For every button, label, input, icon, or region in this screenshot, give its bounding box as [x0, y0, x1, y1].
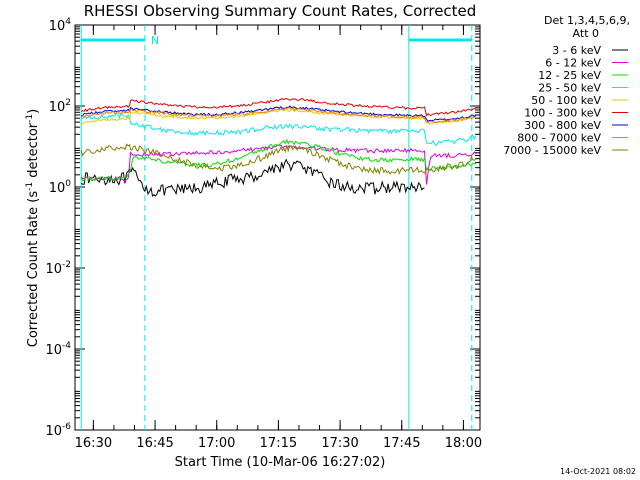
x-tick-label: 17:00 [198, 436, 235, 451]
legend-header-line: Att 0 [573, 27, 599, 40]
series-line [80, 107, 477, 124]
y-axis-title-exponent: -1 [25, 114, 35, 123]
footer-timestamp: 14-Oct-2021 08:02 [560, 467, 636, 476]
series-line [81, 112, 477, 147]
series-line [81, 105, 477, 122]
x-tick-label: 17:45 [383, 436, 420, 451]
x-axis-title: Start Time (10-Mar-06 16:27:02) [175, 455, 386, 470]
legend-label: 300 - 800 keV [524, 119, 601, 132]
x-tick-label: 17:30 [321, 436, 358, 451]
y-tick-exponent: 4 [65, 17, 71, 27]
legend-label: 25 - 50 keV [538, 82, 601, 95]
y-tick-base: 10 [45, 343, 62, 358]
y-axis-title-part: Corrected Count Rate (s [26, 191, 41, 348]
legend-header-line: Det 1,3,4,5,6,9, [544, 14, 630, 27]
legend-label: 6 - 12 keV [545, 57, 601, 70]
legend-label: 50 - 100 keV [531, 94, 601, 107]
series-line [80, 108, 476, 125]
legend-label: 7000 - 15000 keV [503, 144, 601, 157]
y-tick-exponent: -4 [62, 341, 71, 351]
y-tick-base: 10 [49, 181, 66, 196]
y-tick-base: 10 [45, 424, 62, 439]
night-bar-label: N [151, 34, 159, 47]
y-tick-label: 10-6 [45, 422, 71, 439]
x-tick-label: 16:30 [75, 436, 112, 451]
chart-title: RHESSI Observing Summary Count Rates, Co… [84, 2, 477, 20]
y-tick-label: 10-2 [45, 260, 71, 277]
y-tick-label: 100 [49, 179, 72, 196]
legend-label: 800 - 7000 keV [517, 132, 601, 145]
y-tick-exponent: 2 [65, 98, 71, 108]
y-axis-title-part: detector [26, 122, 41, 182]
y-axis-title-part: ) [26, 109, 41, 114]
legend-label: 3 - 6 keV [552, 44, 601, 57]
y-tick-exponent: -2 [62, 260, 71, 270]
y-tick-label: 10-4 [45, 341, 71, 358]
y-axis-title-exponent: -1 [25, 182, 35, 191]
y-tick-base: 10 [49, 19, 66, 34]
y-tick-exponent: -6 [62, 422, 71, 432]
plot-frame [74, 24, 481, 431]
legend-label: 12 - 25 keV [538, 69, 601, 82]
x-tick-label: 18:00 [445, 436, 482, 451]
y-tick-base: 10 [45, 262, 62, 277]
x-tick-label: 16:45 [136, 436, 173, 451]
y-tick-exponent: 0 [65, 179, 71, 189]
y-axis-title: Corrected Count Rate (s-1 detector-1) [25, 109, 41, 347]
x-tick-label: 17:15 [260, 436, 297, 451]
y-tick-label: 104 [49, 17, 72, 34]
series-line [80, 143, 477, 176]
series-line [81, 158, 425, 197]
y-tick-base: 10 [49, 100, 66, 115]
series-line [80, 138, 476, 182]
series-line [80, 97, 477, 117]
y-tick-label: 102 [49, 98, 71, 115]
legend-label: 100 - 300 keV [524, 107, 601, 120]
